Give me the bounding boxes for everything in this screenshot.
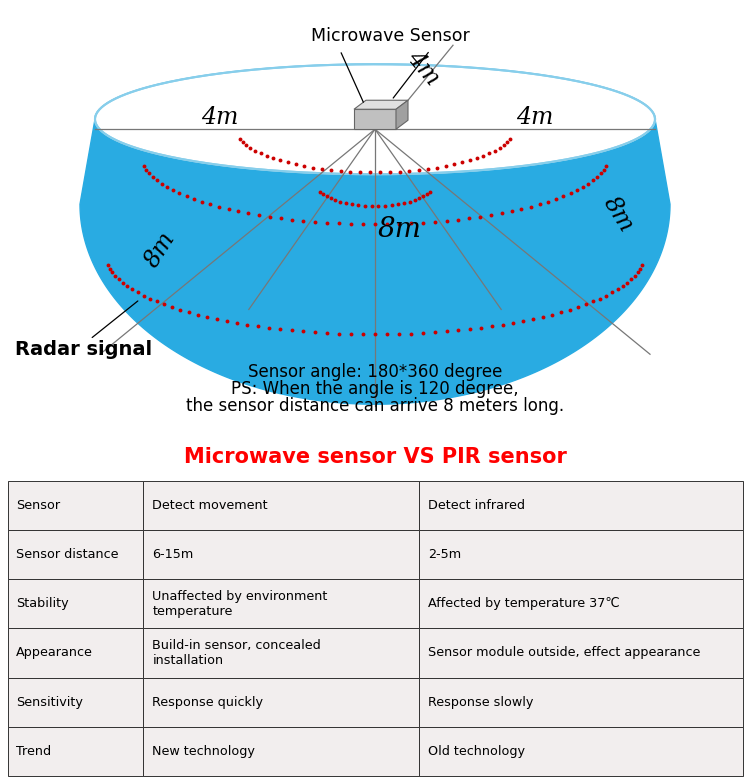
Text: the sensor distance can arrive 8 meters long.: the sensor distance can arrive 8 meters … xyxy=(186,397,564,415)
Bar xyxy=(8,530,143,579)
Text: Sensitivity: Sensitivity xyxy=(16,695,83,709)
Text: Trend: Trend xyxy=(16,745,52,758)
Text: PS: When the angle is 120 degree,: PS: When the angle is 120 degree, xyxy=(231,381,519,399)
Polygon shape xyxy=(354,100,408,110)
Bar xyxy=(8,727,143,776)
Bar xyxy=(143,629,419,677)
Text: Sensor module outside, effect appearance: Sensor module outside, effect appearance xyxy=(428,647,700,659)
Bar xyxy=(419,677,742,727)
Text: Build-in sensor, concealed
installation: Build-in sensor, concealed installation xyxy=(152,639,321,667)
Bar xyxy=(419,727,742,776)
Text: Detect movement: Detect movement xyxy=(152,500,268,512)
Polygon shape xyxy=(354,110,396,129)
Text: Sensor angle: 180*360 degree: Sensor angle: 180*360 degree xyxy=(248,363,502,381)
Text: 4m: 4m xyxy=(402,46,444,90)
Text: Response quickly: Response quickly xyxy=(152,695,263,709)
Bar xyxy=(143,579,419,629)
Text: 6-15m: 6-15m xyxy=(152,548,194,561)
Text: Old technology: Old technology xyxy=(428,745,525,758)
Text: Stability: Stability xyxy=(16,597,69,611)
Text: Microwave Sensor: Microwave Sensor xyxy=(310,27,470,45)
Text: 4m: 4m xyxy=(201,106,238,128)
Bar xyxy=(143,677,419,727)
Text: Radar signal: Radar signal xyxy=(15,340,152,359)
Bar xyxy=(419,530,742,579)
Bar xyxy=(419,481,742,530)
Bar xyxy=(8,481,143,530)
Polygon shape xyxy=(80,64,670,404)
Text: 4m: 4m xyxy=(516,106,554,128)
Text: Microwave sensor VS PIR sensor: Microwave sensor VS PIR sensor xyxy=(184,447,566,467)
Bar xyxy=(143,481,419,530)
Bar xyxy=(419,629,742,677)
Text: New technology: New technology xyxy=(152,745,255,758)
Text: Appearance: Appearance xyxy=(16,647,93,659)
Bar xyxy=(8,677,143,727)
Text: Response slowly: Response slowly xyxy=(428,695,533,709)
Text: 8m: 8m xyxy=(378,216,422,243)
Text: Unaffected by environment
temperature: Unaffected by environment temperature xyxy=(152,590,328,618)
Bar xyxy=(143,530,419,579)
Bar xyxy=(8,629,143,677)
Text: Sensor distance: Sensor distance xyxy=(16,548,119,561)
Text: Affected by temperature 37℃: Affected by temperature 37℃ xyxy=(428,597,620,611)
Polygon shape xyxy=(396,100,408,129)
Text: Sensor: Sensor xyxy=(16,500,61,512)
Bar xyxy=(143,727,419,776)
Bar xyxy=(419,579,742,629)
Text: 8m: 8m xyxy=(598,193,638,236)
Bar xyxy=(8,579,143,629)
Text: 8m: 8m xyxy=(140,227,180,271)
Polygon shape xyxy=(95,64,655,175)
Text: Detect infrared: Detect infrared xyxy=(428,500,525,512)
Text: 2-5m: 2-5m xyxy=(428,548,461,561)
